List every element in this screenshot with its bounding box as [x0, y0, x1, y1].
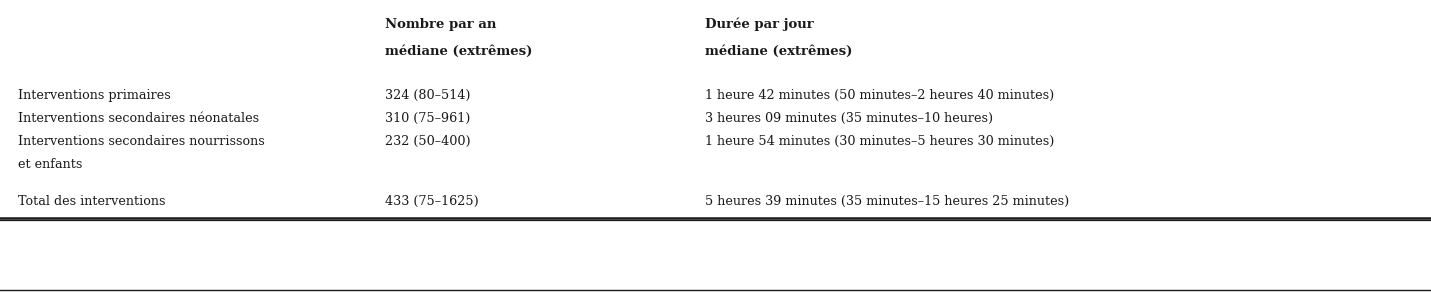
- Text: 3 heures 09 minutes (35 minutes–10 heures): 3 heures 09 minutes (35 minutes–10 heure…: [705, 112, 993, 125]
- Text: et enfants: et enfants: [19, 158, 83, 171]
- Text: 433 (75–1625): 433 (75–1625): [385, 195, 479, 208]
- Text: Total des interventions: Total des interventions: [19, 195, 166, 208]
- Text: 1 heure 54 minutes (30 minutes–5 heures 30 minutes): 1 heure 54 minutes (30 minutes–5 heures …: [705, 135, 1055, 148]
- Text: médiane (extrêmes): médiane (extrêmes): [385, 45, 532, 58]
- Text: 310 (75–961): 310 (75–961): [385, 112, 471, 125]
- Text: 5 heures 39 minutes (35 minutes–15 heures 25 minutes): 5 heures 39 minutes (35 minutes–15 heure…: [705, 195, 1069, 208]
- Text: Nombre par an: Nombre par an: [385, 18, 497, 31]
- Text: Interventions primaires: Interventions primaires: [19, 89, 170, 102]
- Text: Interventions secondaires néonatales: Interventions secondaires néonatales: [19, 112, 259, 125]
- Text: médiane (extrêmes): médiane (extrêmes): [705, 45, 853, 58]
- Text: Interventions secondaires nourrissons: Interventions secondaires nourrissons: [19, 135, 265, 148]
- Text: Durée par jour: Durée par jour: [705, 18, 814, 31]
- Text: 232 (50–400): 232 (50–400): [385, 135, 471, 148]
- Text: 324 (80–514): 324 (80–514): [385, 89, 471, 102]
- Text: 1 heure 42 minutes (50 minutes–2 heures 40 minutes): 1 heure 42 minutes (50 minutes–2 heures …: [705, 89, 1055, 102]
